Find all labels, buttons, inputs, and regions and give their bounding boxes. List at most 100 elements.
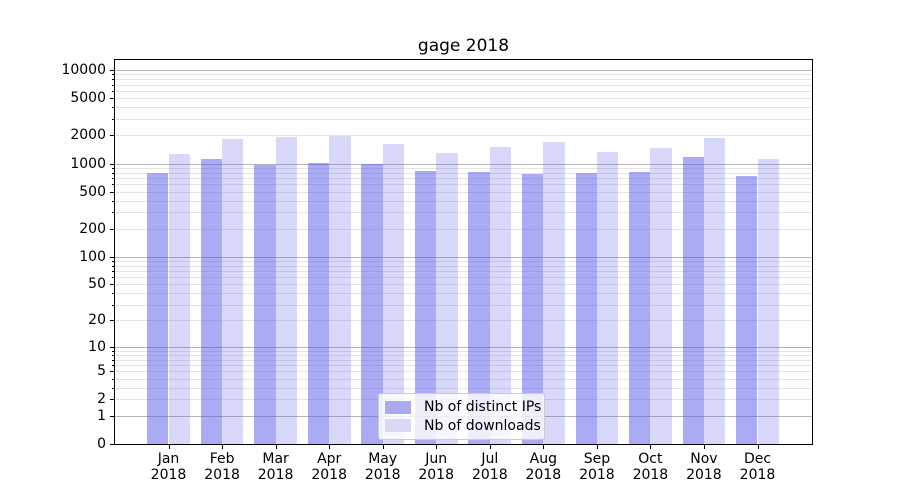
bar-distinct-ips-feb [200,158,223,444]
y-tick-label: 0 [97,436,106,452]
gridline-minor [115,271,812,272]
gridline-major [115,346,812,348]
bar-distinct-ips-jan [147,173,169,444]
x-tick-label-month: Jun [425,451,448,467]
bar-downloads-oct [650,148,672,444]
bar-distinct-ips-aug [521,174,544,444]
x-tick-label-year: 2018 [257,467,294,483]
x-tick-label-month: Nov [690,451,718,467]
gridline-minor [115,293,812,295]
y-minor-tick-mark [112,293,114,295]
gridline-minor [115,119,812,120]
gridline-minor [115,90,812,92]
x-tick-label-month: May [368,451,398,467]
gridline-minor [115,354,812,356]
bar-downloads-may [382,144,405,444]
x-tick-label-year: 2018 [739,467,776,483]
y-minor-tick-mark [112,178,114,179]
y-minor-tick-mark [112,350,114,352]
y-tick-mark [110,135,114,137]
bar-distinct-ips-dec [736,176,758,444]
legend-item-distinct-ips: Nb of distinct IPs [385,398,541,417]
y-tick-label: 20 [88,312,106,329]
x-tick-label-month: Mar [262,451,289,467]
x-tick-label-month: Jul [481,451,499,467]
gridline-minor [115,107,812,109]
y-tick-label: 10000 [61,62,106,79]
x-tick-label-year: 2018 [364,467,401,483]
bar-distinct-ips-mar [254,165,276,444]
y-minor-tick-mark [112,277,114,279]
y-minor-tick-mark [112,107,114,109]
y-minor-tick-mark [112,79,114,81]
gridline-major [115,256,812,258]
gridline-minor [115,98,812,100]
bar-distinct-ips-nov [682,156,704,444]
y-tick-mark [110,228,114,230]
bar-downloads-sep [596,152,619,444]
y-tick-mark [110,256,114,258]
y-minor-tick-mark [112,74,114,76]
y-tick-mark [110,444,114,445]
gridline-minor [115,178,812,179]
bar-downloads-jan [168,153,190,444]
legend-item-downloads: Nb of downloads [385,417,541,436]
gridline-minor [115,212,812,214]
bar-downloads-mar [275,137,297,444]
x-tick-label-year: 2018 [311,467,347,483]
x-tick-label-month: Sep [583,451,611,467]
bar-distinct-ips-oct [629,172,651,444]
gridline-minor [115,277,812,279]
legend-label-downloads: Nb of downloads [424,417,541,434]
x-tick-mark [382,445,384,449]
x-tick-mark [329,445,331,449]
x-tick-label-month: Feb [209,451,235,467]
gridline-minor [115,371,812,373]
x-tick-mark [543,445,545,449]
bar-distinct-ips-jul [468,172,490,444]
gridline-minor [115,191,812,193]
gridline-minor [115,320,812,322]
y-tick-label: 500 [79,183,106,200]
x-tick-label-year: 2018 [471,467,508,483]
x-tick-mark [436,445,438,449]
x-tick-label-month: Jan [157,451,180,467]
gridline-major [115,70,812,72]
y-minor-tick-mark [112,90,114,92]
gridline-minor [115,84,812,86]
y-tick-label: 5000 [70,90,106,107]
y-minor-tick-mark [112,200,114,202]
x-tick-mark [168,445,170,449]
y-tick-mark [110,320,114,322]
x-tick-label-month: Dec [743,451,772,467]
y-minor-tick-mark [112,172,114,174]
x-tick-label-year: 2018 [418,467,454,483]
bar-downloads-jul [489,147,512,444]
gridline-minor [115,284,812,286]
x-tick-mark [275,445,277,449]
gridline-minor [115,260,812,262]
chart-title: gage 2018 [417,36,510,56]
gridline-minor [115,184,812,186]
y-minor-tick-mark [112,354,114,356]
bar-distinct-ips-apr [307,163,330,444]
x-tick-label-year: 2018 [686,467,722,483]
x-tick-mark [757,445,759,449]
y-minor-tick-mark [112,167,114,169]
bar-downloads-feb [222,138,244,444]
y-tick-label: 100 [79,248,106,265]
y-minor-tick-mark [112,365,114,366]
legend-swatch-distinct-ips [385,400,411,414]
y-minor-tick-mark [112,260,114,262]
gridline-minor [115,359,812,361]
gridline-minor [115,79,812,81]
y-minor-tick-mark [112,378,114,380]
gridline-minor [115,378,812,380]
y-tick-mark [110,163,114,165]
gridline-minor [115,228,812,230]
legend: Nb of distinct IPs Nb of downloads [378,393,545,440]
x-tick-label-year: 2018 [579,467,615,483]
y-tick-mark [110,399,114,401]
y-tick-mark [110,346,114,348]
